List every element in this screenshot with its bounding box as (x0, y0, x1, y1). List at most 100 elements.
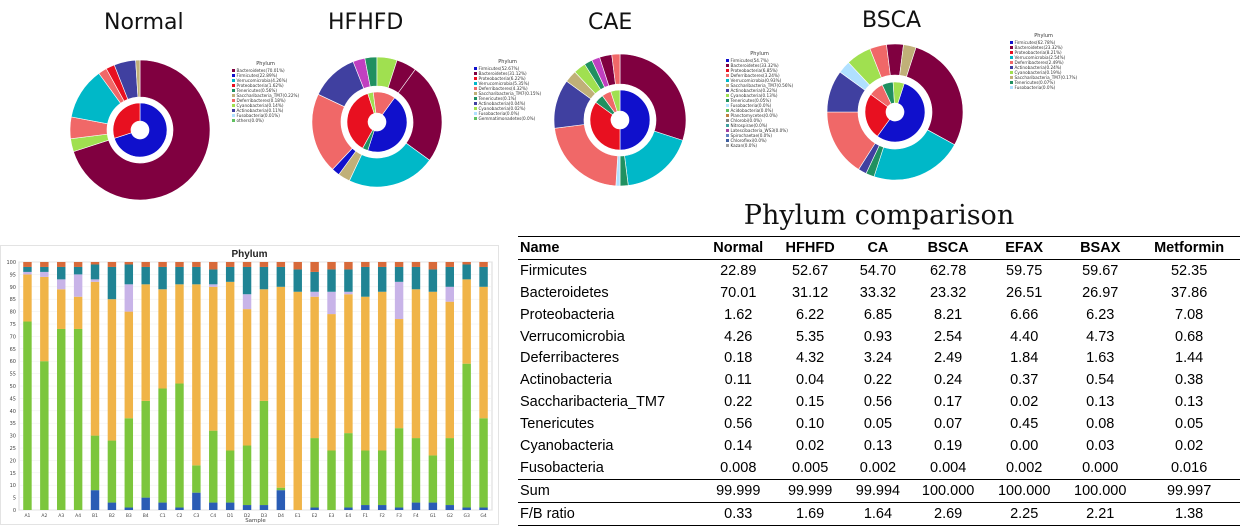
bar-G4-s3 (479, 286, 488, 419)
bar-B2-s6 (107, 262, 117, 267)
legend-entry: Deferribacteres(0.18%) (232, 98, 299, 103)
bar-F3-s1 (394, 507, 404, 510)
legend-entry: Tenericutes(0.56%) (232, 88, 299, 93)
table-cell: 0.11 (724, 372, 752, 389)
legend-entry: Cyanobacteria(0.14%) (232, 103, 299, 108)
table-cell: 62.78 (929, 262, 967, 279)
legend-label: Tenericutes(0.1%) (478, 96, 517, 101)
legend-swatch (474, 112, 477, 115)
legend-label: Actinobacteria(0.04%) (478, 101, 526, 106)
bar-D2-s3 (242, 309, 252, 446)
bar-C1-s5 (158, 266, 167, 290)
column-header-bsca: BSCA (927, 239, 969, 256)
table-row: Deferribacteres 0.18 4.32 3.24 2.49 1.84 1.63 1… (518, 347, 1240, 369)
table-cell: 100.000 (1074, 482, 1127, 499)
legend-swatch (232, 89, 235, 92)
bar-A4-s2 (73, 328, 83, 510)
table-cell: 0.93 (863, 328, 893, 345)
legend-entry: Kazan(0.0%) (726, 143, 793, 148)
legend-swatch (726, 69, 729, 72)
bar-G1-s6 (428, 262, 438, 270)
bar-C1-s1 (158, 502, 167, 510)
legend-entry: Saccharibacteria_TM7(0.15%) (474, 91, 541, 96)
legend-entry: Tenericutes(0.05%) (726, 98, 793, 103)
table-cell: 2.49 (934, 350, 963, 367)
table-cell: 0.22 (863, 372, 893, 389)
table-cell: 2.25 (1010, 505, 1039, 522)
table-cell: 0.016 (1170, 459, 1208, 476)
donut-title-bsca: BSCA (862, 8, 922, 33)
legend-label: Deferribacteres(0.18%) (236, 98, 286, 103)
legend-entry: Bacteroidetes(31.12%) (474, 71, 541, 76)
table-row: Firmicutes 22.89 52.67 54.70 62.78 59.75 59.67… (518, 259, 1240, 281)
column-header-name: Name (520, 239, 560, 256)
bar-F4-s2 (411, 438, 421, 503)
bar-G3-s5 (462, 264, 471, 280)
bar-G4-s1 (479, 507, 488, 510)
table-cell: 0.19 (934, 437, 963, 454)
bar-D2-s4 (242, 294, 252, 310)
table-cell: 59.67 (1082, 262, 1119, 279)
bar-F4-s5 (411, 266, 421, 290)
donut-2-inner-slice-4 (610, 89, 621, 112)
table-cell: 26.97 (1082, 284, 1119, 301)
bar-E3-s5 (327, 269, 336, 292)
legend-swatch (232, 79, 235, 82)
column-header-ca: CA (867, 239, 889, 256)
legend-label: Verrucomicrobia(2.54%) (1014, 55, 1066, 60)
bar-E2-s4 (310, 291, 319, 297)
bar-D2-s1 (242, 505, 252, 510)
legend-entry: Tenericutes(0.1%) (474, 96, 541, 101)
legend-swatch (1010, 41, 1013, 44)
bar-G2-s2 (445, 438, 454, 506)
donut-chart-normal (69, 59, 211, 201)
table-row: Tenericutes 0.56 0.10 0.05 0.07 0.45 0.08 0.05 (518, 413, 1240, 435)
legend-swatch (726, 109, 729, 112)
legend-title: Phylum (750, 51, 769, 57)
legend-hfhfd: Phylum Firmicutes(52.67%) Bacteroidetes(31… (474, 60, 541, 121)
legend-entry: Bacteroidetes(33.32%) (726, 63, 793, 68)
bar-C2-s6 (175, 262, 184, 267)
column-header-hfhfd: HFHFD (785, 239, 835, 256)
bar-G3-s1 (462, 507, 471, 510)
table-row: Cyanobacteria 0.14 0.02 0.13 0.19 0.00 0.03 0.0… (518, 435, 1240, 457)
y-tick-label: 90 (10, 285, 16, 291)
legend-label: Verrucomicrobia(4.26%) (236, 78, 288, 83)
legend-entry: Verrucomicrobia(0.93%) (726, 78, 793, 83)
bar-A2-s5 (40, 266, 49, 272)
x-tick-label: E4 (346, 513, 352, 519)
legend-label: Saccharibacteria_TM7(0.17%) (1014, 75, 1078, 80)
bar-E3-s3 (327, 314, 336, 451)
x-tick-label: A2 (41, 513, 47, 519)
bar-D1-s2 (225, 450, 235, 503)
bar-D4-s3 (276, 286, 286, 488)
x-axis-label: Sample (245, 518, 266, 524)
legend-entry: Proteobacteria(1.62%) (232, 83, 299, 88)
row-label: Verrucomicrobia (520, 328, 625, 345)
y-tick-label: 85 (10, 297, 16, 303)
bar-E2-s1 (310, 507, 319, 510)
bar-B3-s5 (124, 264, 134, 285)
legend-swatch (474, 72, 477, 75)
table-cell: 0.005 (791, 459, 829, 476)
legend-cae: Phylum Firmicutes(54.7%) Bacteroidetes(33.… (726, 52, 793, 148)
bar-D4-s2 (276, 487, 286, 491)
bar-F2-s2 (377, 450, 387, 506)
legend-entry: Verrucomicrobia(2.54%) (1010, 55, 1077, 60)
y-tick-label: 10 (10, 483, 16, 489)
bar-G3-s3 (462, 279, 471, 364)
legend-entry: Deferribacteres(2.49%) (1010, 60, 1077, 65)
y-tick-label: 40 (10, 409, 16, 415)
x-tick-label: A3 (58, 513, 64, 519)
table-cell: 100.000 (997, 482, 1051, 499)
bar-F3-s6 (394, 262, 404, 267)
legend-entry: Deferribacteres(3.24%) (726, 73, 793, 78)
donut-chart-bsca (826, 43, 964, 181)
bar-E4-s5 (344, 269, 353, 292)
bar-C2-s3 (175, 284, 184, 384)
legend-label: Tenericutes(0.56%) (236, 88, 277, 93)
table-cell: 6.66 (1010, 306, 1039, 323)
legend-swatch (1010, 56, 1013, 59)
legend-label: Fusobacteria(0.01%) (236, 113, 280, 118)
column-header-efax: EFAX (1005, 239, 1044, 256)
